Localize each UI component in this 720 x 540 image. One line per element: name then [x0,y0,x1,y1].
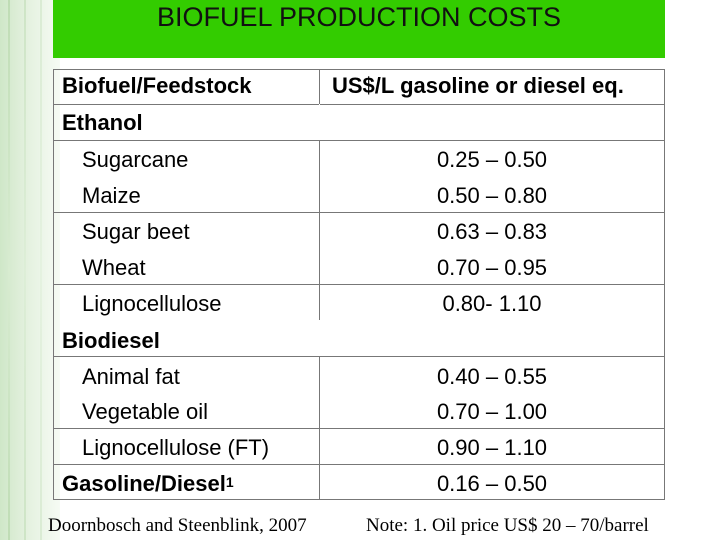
row-divider [53,140,665,141]
table-row-feedstock: Animal fat [82,364,180,389]
row-divider [53,284,665,285]
row-divider [53,104,665,105]
table-row-cost: 0.25 – 0.50 [436,147,548,172]
table-row-cost: 0.40 – 0.55 [436,364,548,389]
table-row-cost: 0.50 – 0.80 [436,183,548,208]
leaf-vein [8,0,10,540]
table-row-cost: 0.63 – 0.83 [436,219,548,244]
row-divider [53,464,665,465]
group-label-ethanol: Ethanol [62,110,143,135]
footnote: Note: 1. Oil price US$ 20 – 70/barrel [366,515,649,536]
table-row-feedstock: Lignocellulose [82,291,222,316]
divider-gap [319,104,320,140]
baseline-label: Gasoline/Diesel1 [62,472,234,496]
table-row-feedstock: Wheat [82,255,146,280]
group-label-biodiesel: Biodiesel [62,328,160,353]
table-row-feedstock: Maize [82,183,141,208]
table-row-cost: 0.80- 1.10 [442,291,542,316]
row-divider [53,212,665,213]
divider-gap [319,320,320,356]
table-row-feedstock: Vegetable oil [82,399,208,424]
slide-title: BIOFUEL PRODUCTION COSTS [156,2,562,32]
row-divider [53,356,665,357]
footnote-marker: 1 [225,474,234,490]
baseline-label-text: Gasoline/Diesel [62,471,226,496]
source-citation: Doornbosch and Steenblink, 2007 [48,515,307,536]
leaf-background [0,0,60,540]
table-row-cost: 0.90 – 1.10 [436,435,548,460]
table-row-cost: 0.70 – 1.00 [436,399,548,424]
table-row-feedstock: Lignocellulose (FT) [82,435,270,460]
table-row-feedstock: Sugarcane [82,147,189,172]
leaf-vein [40,0,42,540]
row-divider [53,428,665,429]
title-bar [53,0,665,58]
table-row-feedstock: Sugar beet [82,219,190,244]
column-header-feedstock: Biofuel/Feedstock [62,73,252,98]
baseline-cost: 0.16 – 0.50 [436,471,548,496]
leaf-vein [24,0,26,540]
table-row-cost: 0.70 – 0.95 [436,255,548,280]
column-header-cost: US$/L gasoline or diesel eq. [332,73,624,98]
